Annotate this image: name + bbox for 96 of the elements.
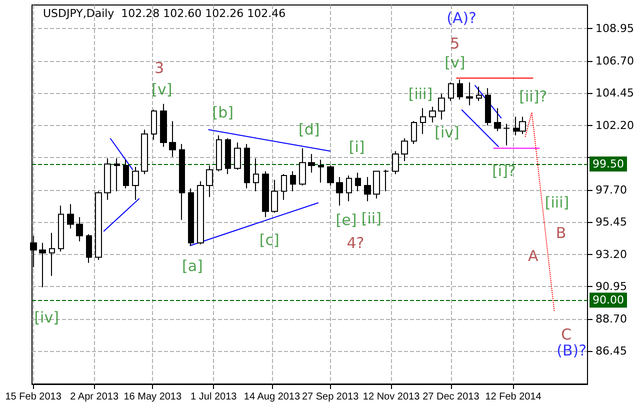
candlestick [346, 175, 352, 202]
annotation: 4? [346, 234, 364, 252]
annotation: [iii] [408, 84, 433, 103]
y-tick-label: 102.20 [596, 118, 634, 132]
candlestick [281, 174, 287, 200]
candlestick [95, 190, 102, 261]
x-tick-label: 16 May 2013 [124, 392, 182, 402]
candlestick [457, 79, 463, 100]
candlestick [438, 93, 445, 120]
x-tick-label: 15 Feb 2013 [5, 392, 62, 402]
y-tick-label: 104.45 [596, 86, 634, 100]
candlestick [299, 148, 306, 186]
candlestick [188, 188, 194, 246]
candlestick [308, 154, 315, 174]
candlestick [336, 176, 343, 206]
x-tick-label: 2 Apr 2013 [70, 392, 119, 402]
annotation: (A)? [446, 8, 477, 27]
candlestick [262, 170, 269, 218]
ref-line-label: 99.50 [592, 158, 624, 171]
annotation: [c] [259, 230, 280, 249]
candlestick [448, 82, 454, 102]
candlestick [67, 204, 74, 230]
candlestick [123, 159, 129, 189]
y-tick-label: 86.45 [596, 344, 628, 358]
candlestick [364, 176, 371, 202]
annotation: [iv] [34, 308, 59, 326]
x-tick-label: 12 Feb 2014 [485, 392, 542, 402]
candlestick [383, 169, 389, 192]
annotation: [i] [348, 138, 365, 156]
candlestick [197, 180, 204, 245]
candlestick [179, 143, 185, 220]
candlestick [234, 142, 241, 170]
annotation: [b] [212, 103, 234, 122]
annotation: [iii] [544, 194, 570, 212]
candlestick [39, 242, 46, 288]
annotation: (B)? [556, 341, 587, 360]
annotation: [ii]? [519, 88, 548, 106]
x-tick-label: 1 Jul 2013 [190, 392, 238, 402]
annotation: [a] [182, 256, 203, 275]
candlestick [327, 164, 334, 186]
y-tick-label: 106.70 [596, 54, 634, 68]
annotation: [i]? [492, 162, 516, 180]
y-tick-label: 93.20 [596, 248, 628, 261]
candlestick [355, 172, 361, 192]
y-tick-label: 97.70 [596, 183, 628, 196]
annotation: [iv] [434, 124, 460, 142]
candlestick [485, 88, 491, 126]
candlestick [476, 86, 482, 102]
candlestick [420, 108, 426, 134]
annotation: [v] [444, 53, 466, 72]
y-tick-label: 88.70 [596, 312, 628, 326]
x-tick-label: 14 Aug 2013 [244, 392, 300, 402]
ref-line-label: 90.00 [592, 294, 624, 307]
annotation: A [528, 246, 540, 265]
x-tick-label: 27 Dec 2013 [422, 392, 480, 402]
candlestick [76, 216, 83, 242]
annotation: [v] [152, 80, 172, 99]
candlestick [429, 106, 436, 123]
candlestick [494, 108, 501, 132]
candlestick [141, 129, 148, 175]
candlestick [160, 103, 167, 148]
candlestick [58, 205, 64, 252]
candlestick [503, 123, 510, 146]
candlestick [49, 232, 55, 276]
candlestick [86, 234, 92, 264]
annotation: 5 [450, 34, 460, 53]
x-tick-label: 12 Nov 2013 [362, 392, 420, 402]
annotation: C [561, 326, 572, 344]
candlestick [151, 109, 157, 140]
chart-title: USDJPY,Daily 102.28 102.60 102.26 102.46 [43, 7, 286, 20]
candlestick [411, 120, 417, 144]
candlestick [253, 158, 259, 192]
candlestick [466, 82, 473, 106]
annotation: B [556, 224, 566, 242]
y-tick-label: 90.95 [596, 280, 628, 294]
annotation: [e] [336, 210, 357, 229]
candlestick [401, 138, 408, 162]
candlestick [132, 166, 139, 200]
candlestick [373, 170, 380, 199]
candlestick [244, 143, 250, 189]
annotation: 3 [154, 59, 164, 78]
candlestick [169, 120, 176, 158]
candlestick [114, 158, 120, 192]
candlestick [104, 158, 111, 200]
candlestick [206, 164, 213, 198]
candlestick [392, 150, 399, 175]
annotation: [d] [298, 120, 320, 139]
y-tick-label: 108.95 [596, 22, 634, 36]
candlestick [271, 179, 278, 214]
candlestick [318, 159, 324, 184]
candlestick [216, 134, 222, 172]
candlestick [225, 138, 231, 175]
candlestick [290, 170, 296, 192]
x-tick-label: 27 Sep 2013 [302, 392, 360, 402]
annotation: [ii] [361, 210, 382, 228]
y-tick-label: 95.45 [596, 216, 628, 229]
